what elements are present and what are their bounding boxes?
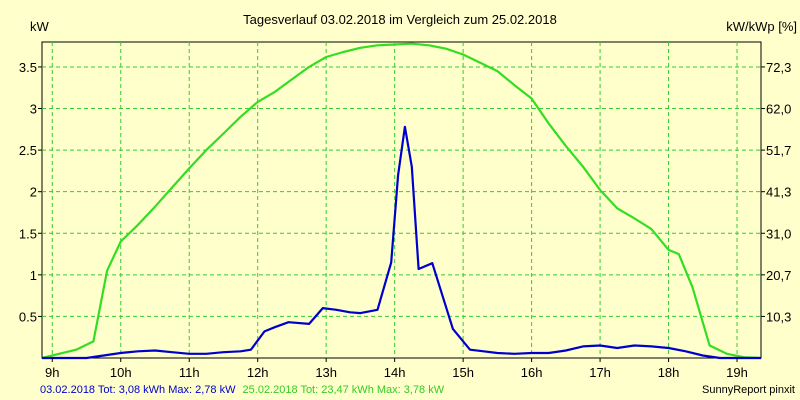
- y-tick-label-right: 62,0: [766, 102, 791, 117]
- series-line-2: [41, 42, 762, 360]
- y-tick-label-left: 2.5: [19, 143, 37, 158]
- series-lines: [41, 42, 762, 360]
- y-tick-label-right: 10,3: [766, 309, 791, 324]
- x-tick-label: 9h: [45, 365, 59, 380]
- x-tick-label: 16h: [521, 365, 543, 380]
- x-tick-label: 14h: [384, 365, 406, 380]
- chart-title: Tagesverlauf 03.02.2018 im Vergleich zum…: [243, 12, 557, 27]
- x-tick-label: 11h: [179, 365, 200, 380]
- y-tick-label-left: 1: [30, 268, 37, 283]
- footer-credit: SunnyReport pinxit: [702, 384, 795, 396]
- x-tick-label: 19h: [726, 365, 748, 380]
- y-tick-label-right: 31,0: [766, 226, 791, 241]
- legend-series-2: 25.02.2018 Tot: 23,47 kWh Max: 3,78 kW: [243, 384, 445, 396]
- legend-series-1: 03.02.2018 Tot: 3,08 kWh Max: 2,78 kW: [40, 384, 236, 396]
- x-tick-label: 10h: [110, 365, 132, 380]
- x-tick-label: 18h: [658, 365, 680, 380]
- x-tick-label: 15h: [452, 365, 474, 380]
- y-tick-label-right: 72,3: [766, 60, 791, 75]
- y-tick-label-left: 0.5: [19, 309, 37, 324]
- y-tick-label-right: 41,3: [766, 185, 791, 200]
- y-tick-label-left: 2: [30, 185, 37, 200]
- y-tick-label-left: 3: [30, 102, 37, 117]
- grid-lines: [42, 42, 761, 358]
- y-tick-label-right: 51,7: [766, 143, 791, 158]
- x-tick-label: 17h: [589, 365, 611, 380]
- tick-labels: 9h 10h 11h 12h 13h 14h 15h 16h 17h 18h 19h 0.5 1 1.5 2…: [19, 60, 791, 380]
- series-line-1: [42, 125, 761, 360]
- y-tick-label-right: 20,7: [766, 268, 791, 283]
- y-axis-label-right: kW/kWp [%]: [726, 19, 797, 34]
- y-tick-label-left: 1.5: [19, 226, 37, 241]
- plot-area: [41, 41, 762, 359]
- y-axis-label-left: kW: [30, 19, 50, 34]
- x-tick-label: 13h: [315, 365, 337, 380]
- footer-legend: 03.02.2018 Tot: 3,08 kWh Max: 2,78 kW 25…: [40, 384, 445, 396]
- y-tick-label-left: 3.5: [19, 60, 37, 75]
- x-tick-label: 12h: [247, 365, 269, 380]
